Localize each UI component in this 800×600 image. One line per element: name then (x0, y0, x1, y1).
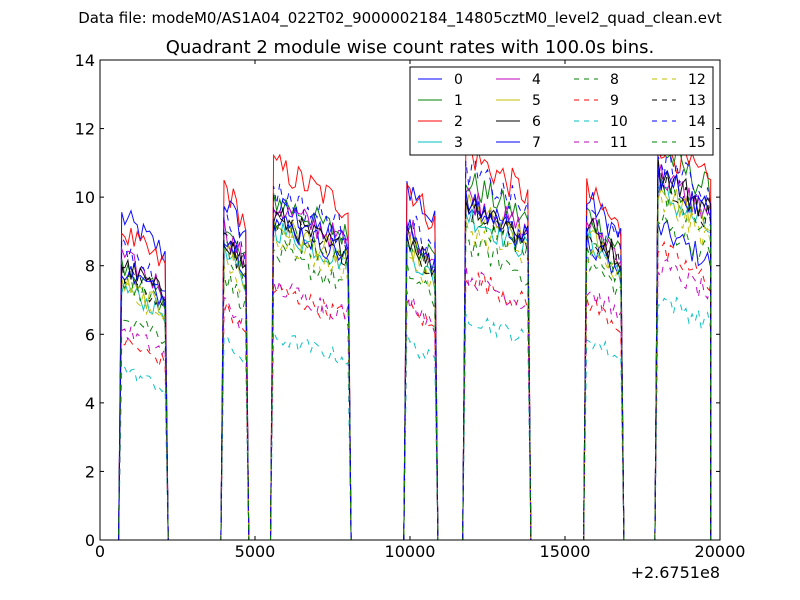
x-tick-label: 5000 (235, 542, 276, 561)
y-tick-label: 6 (85, 325, 95, 344)
y-tick-label: 14 (75, 51, 95, 70)
chart-title: Quadrant 2 module wise count rates with … (165, 37, 655, 58)
series-line-15 (100, 178, 712, 541)
legend-label-2: 2 (454, 114, 463, 130)
x-tick-label: 20000 (695, 542, 746, 561)
y-tick-label: 4 (85, 394, 95, 413)
plot-lines (100, 136, 712, 541)
legend-label-1: 1 (454, 93, 463, 109)
x-tick-label: 0 (95, 542, 105, 561)
x-offset-label: +2.6751e8 (630, 563, 720, 582)
x-tick-label: 15000 (540, 542, 591, 561)
legend-label-11: 11 (610, 135, 628, 151)
legend-label-15: 15 (688, 135, 706, 151)
figure-suptitle: Data file: modeM0/AS1A04_022T02_90000021… (78, 9, 722, 27)
legend-label-3: 3 (454, 135, 463, 151)
y-tick-label: 2 (85, 462, 95, 481)
legend-label-9: 9 (610, 93, 619, 109)
legend-label-7: 7 (532, 135, 541, 151)
y-tick-label: 0 (85, 531, 95, 550)
y-tick-label: 8 (85, 257, 95, 276)
legend-label-12: 12 (688, 72, 706, 88)
y-tick-label: 10 (75, 188, 95, 207)
legend-label-5: 5 (532, 93, 541, 109)
legend-label-0: 0 (454, 72, 463, 88)
legend-label-13: 13 (688, 93, 706, 109)
x-tick-label: 10000 (385, 542, 436, 561)
legend-label-8: 8 (610, 72, 619, 88)
legend-label-10: 10 (610, 114, 628, 130)
legend-label-14: 14 (688, 114, 706, 130)
legend-label-6: 6 (532, 114, 541, 130)
y-tick-label: 12 (75, 120, 95, 139)
series-line-14 (100, 148, 712, 541)
legend-label-4: 4 (532, 72, 541, 88)
legend-frame (409, 66, 714, 156)
series-line-8 (100, 211, 712, 541)
